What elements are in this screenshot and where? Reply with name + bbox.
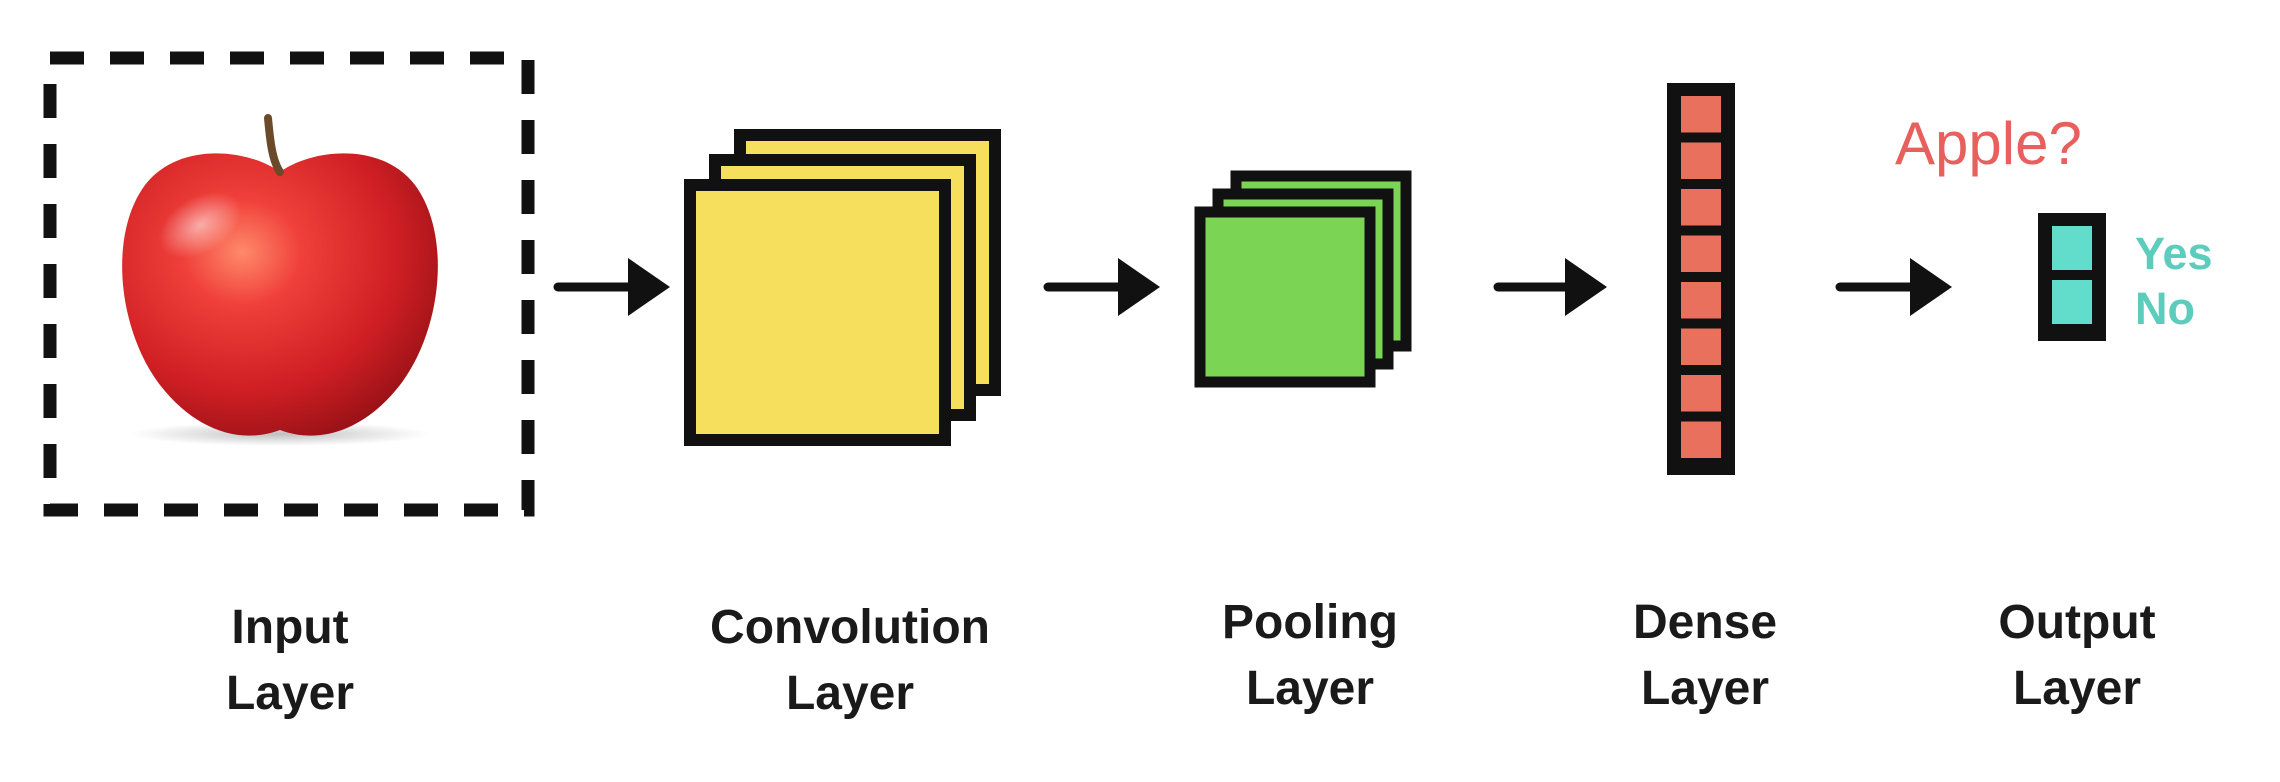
pooling-feature-map [1194, 206, 1376, 388]
output-unit [2052, 280, 2092, 324]
convolution-layer-label-line2: Layer [785, 667, 915, 720]
apple-image [122, 114, 438, 446]
output-unit [2052, 226, 2092, 270]
dense-unit [1681, 142, 1721, 179]
output-layer [2038, 213, 2106, 341]
dense-unit [1681, 282, 1721, 319]
dense-unit [1681, 421, 1721, 458]
output-layer-label-line2: Layer [2012, 662, 2142, 715]
answer-no: No [2135, 283, 2195, 334]
pooling-layer-label-line2: Layer [1245, 662, 1375, 715]
dense-unit [1681, 375, 1721, 412]
output-layer-label-line1: Output [1998, 596, 2156, 649]
answer-yes: Yes [2135, 228, 2213, 279]
question-label: Apple? [1895, 110, 2082, 177]
dense-unit [1681, 235, 1721, 272]
output-layer-label: Output Layer [1897, 590, 2257, 722]
dense-layer-label-line1: Dense [1632, 596, 1778, 649]
dense-unit [1681, 189, 1721, 226]
input-layer-label: Input Layer [110, 595, 470, 727]
dense-unit [1681, 328, 1721, 365]
arrow-dense-to-output [1835, 258, 1952, 316]
dense-unit [1681, 96, 1721, 133]
pooling-layer [1194, 170, 1412, 388]
input-layer [43, 51, 535, 517]
dense-layer-label: Dense Layer [1525, 590, 1885, 722]
convolution-layer [684, 129, 1001, 446]
dense-layer-label-line2: Layer [1640, 662, 1770, 715]
arrow-convolution-to-pooling [1043, 258, 1160, 316]
convolution-layer-label-line1: Convolution [710, 601, 990, 654]
pooling-layer-label: Pooling Layer [1130, 590, 1490, 722]
arrow-pooling-to-dense [1493, 258, 1607, 316]
dense-layer [1667, 83, 1735, 475]
input-layer-label-line2: Layer [225, 667, 355, 720]
pooling-layer-label-line1: Pooling [1222, 596, 1398, 649]
arrow-input-to-convolution [553, 258, 670, 316]
arrows [553, 258, 1952, 316]
input-layer-label-line1: Input [231, 601, 349, 654]
convolution-layer-label: Convolution Layer [670, 595, 1030, 727]
input-frame [43, 51, 535, 517]
convolution-feature-map [684, 179, 951, 446]
